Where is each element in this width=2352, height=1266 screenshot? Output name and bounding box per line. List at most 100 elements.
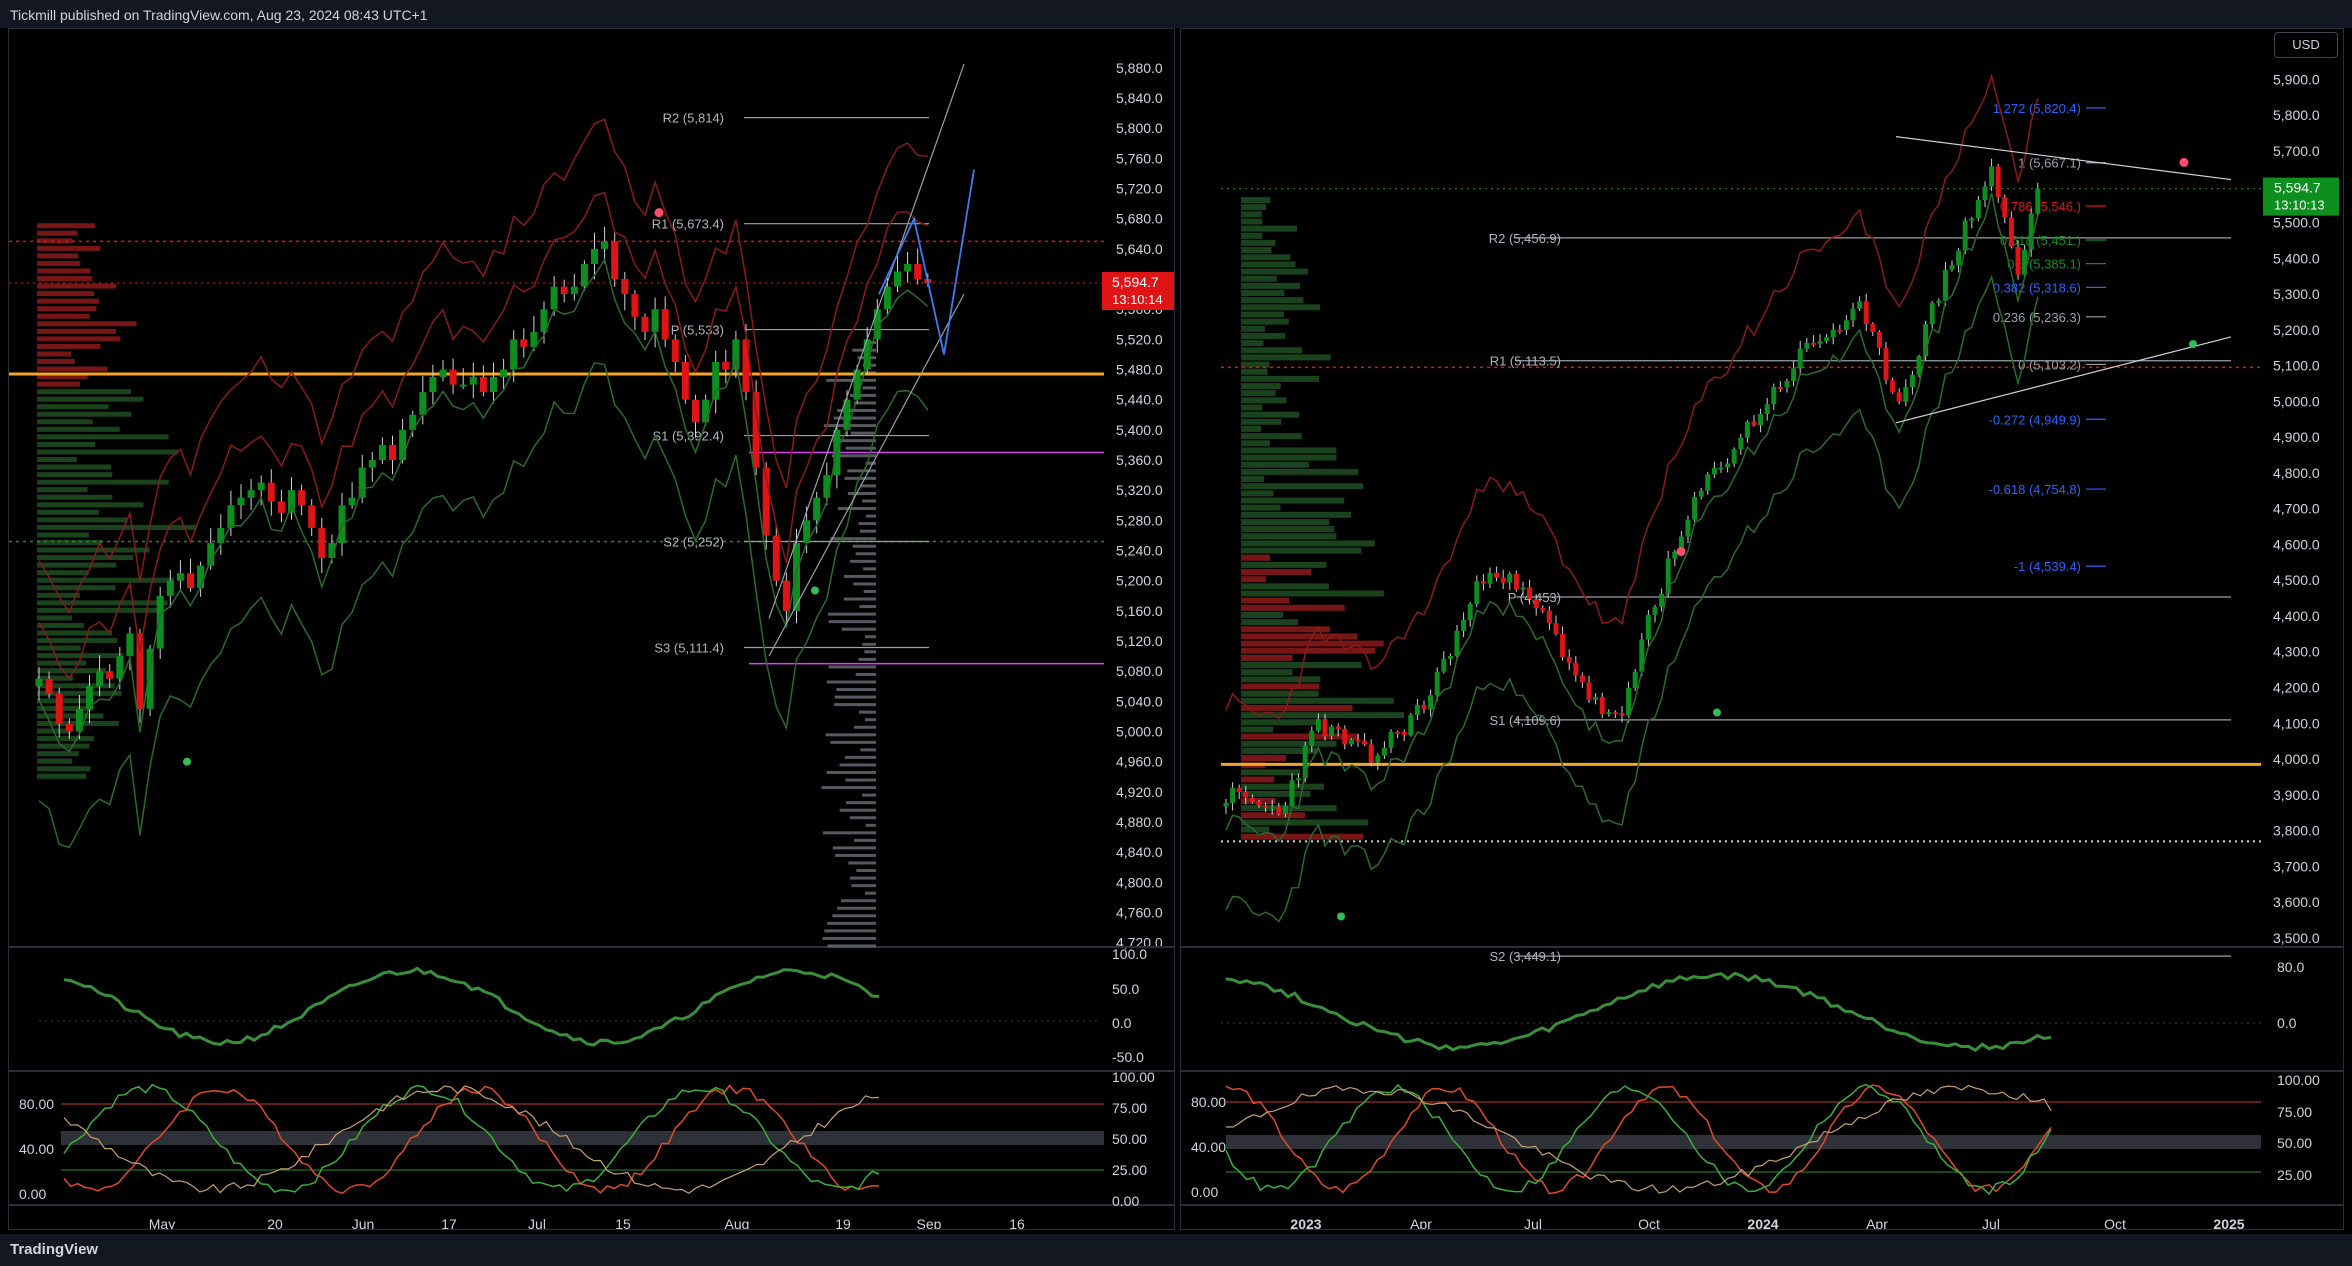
stoch-left-tick-label: 80.00 [1191, 1094, 1226, 1110]
volume-profile-bar-right [854, 725, 876, 729]
volume-profile-bar [37, 758, 73, 764]
candle-body [1956, 250, 1962, 266]
volume-profile-bar [1241, 390, 1276, 397]
volume-profile-bar-right [845, 778, 876, 782]
volume-profile-bar [37, 630, 113, 636]
stoch-k [1225, 1084, 2052, 1195]
volume-profile-bar [1241, 633, 1358, 640]
countdown-label: 13:10:14 [1112, 292, 1163, 307]
volume-profile-bar [1241, 604, 1345, 611]
y-tick-label: 5,900.0 [2273, 71, 2320, 87]
x-tick-label: Jul [528, 1216, 546, 1230]
candle-body [1309, 730, 1315, 746]
candle-body [641, 316, 649, 332]
candle-body [328, 542, 336, 559]
candle-body [469, 377, 477, 385]
candle-body [1619, 713, 1625, 716]
volume-profile-bar [37, 705, 94, 711]
volume-profile-bar [1241, 425, 1262, 432]
volume-profile-bar [37, 238, 73, 244]
candle-body [490, 377, 497, 393]
volume-profile-bar-right [827, 921, 876, 925]
triangle-lower [1895, 336, 2232, 424]
volume-profile-bar [1241, 619, 1298, 626]
candle-body [1797, 348, 1803, 369]
candle-body [732, 339, 740, 370]
volume-profile-bar-right [865, 461, 876, 465]
fractal-dot [2189, 340, 2197, 349]
candle-body [2022, 249, 2028, 275]
candle-body [1342, 728, 1348, 745]
volume-profile-bar [1241, 826, 1270, 833]
volume-profile-bar [1241, 769, 1301, 776]
pivot-label: S2 (5,252) [663, 534, 724, 549]
candle-body [1777, 386, 1783, 389]
volume-profile-bar [37, 645, 81, 651]
candle-body [1302, 745, 1308, 779]
currency-selector[interactable]: USD [2274, 32, 2338, 58]
y-tick-label: 4,760.0 [1116, 905, 1163, 921]
volume-profile-bar-right [849, 876, 876, 880]
candle-body [1870, 324, 1876, 332]
volume-profile-bar [1241, 783, 1324, 790]
candle-body [1698, 490, 1704, 497]
candle-body [530, 331, 538, 347]
left-chart-panel[interactable]: 5,880.0 5,840.0 5,800.0 5,760.0 5,720.0 5,680… [8, 28, 1175, 1230]
fib-label: -1 (4,539.4) [2014, 559, 2081, 574]
volume-profile-bar [37, 690, 122, 696]
last-price-label: 5,594.7 [1112, 274, 1159, 290]
candle-body [1804, 342, 1810, 349]
candle-body [1685, 519, 1691, 537]
volume-profile-bar [37, 494, 113, 500]
candle-body [914, 263, 922, 280]
y-tick-label: 5,200.0 [2273, 322, 2320, 338]
volume-profile-bar-right [832, 914, 876, 918]
right-chart-panel[interactable]: 5,900.05,800.05,700.05,600.05,500.05,400… [1180, 28, 2344, 1230]
candle-body [1876, 331, 1882, 348]
candle-body [106, 671, 114, 679]
volume-profile-bar [37, 524, 197, 530]
x-tick-label: 17 [441, 1216, 457, 1230]
candle-body [1718, 467, 1724, 470]
candle-body [1817, 341, 1823, 344]
rsi-line [1225, 971, 2052, 1053]
candle-body [55, 693, 63, 724]
fib-label: 0.786 (5,546.) [2000, 199, 2081, 214]
candle-body [1395, 731, 1401, 734]
x-tick-label: Jul [1982, 1216, 2000, 1230]
volume-profile-bar [1241, 554, 1271, 561]
candle-body [298, 490, 306, 506]
fib-label: 1.272 (5,820.4) [1993, 101, 2081, 116]
volume-profile-bar-right [855, 672, 876, 676]
volume-profile-bar [1241, 311, 1285, 318]
candle-body [1269, 806, 1275, 809]
volume-profile-bar-right [841, 627, 876, 631]
volume-profile-bar [1241, 576, 1266, 583]
volume-profile-bar [1241, 511, 1352, 518]
candle-body [429, 377, 437, 393]
volume-profile-bar [1241, 626, 1330, 633]
fib-label: 0 (5,103.2) [2018, 357, 2081, 372]
candle-body [1520, 587, 1526, 590]
volume-profile-bar [1241, 704, 1353, 711]
left-chart-svg[interactable]: 5,880.0 5,840.0 5,800.0 5,760.0 5,720.0 5,680… [9, 29, 1175, 1230]
y-tick-label: 5,800.0 [2273, 107, 2320, 123]
y-tick-label: 5,840.0 [1116, 90, 1163, 106]
fractal-dot [1676, 547, 1686, 557]
volume-profile-bar-right [837, 409, 876, 412]
volume-profile-bar-right [843, 597, 876, 601]
candle-body [1454, 630, 1460, 657]
volume-profile-bar-right [835, 853, 876, 857]
y-tick-label: 3,900.0 [2273, 787, 2320, 803]
candle-body [1507, 573, 1513, 583]
volume-profile-bar [37, 276, 93, 282]
candle-body [1368, 744, 1374, 763]
volume-profile-bar [1241, 611, 1284, 618]
candle-body [247, 490, 255, 498]
candle-body [1593, 697, 1599, 700]
right-chart-svg[interactable]: 5,900.05,800.05,700.05,600.05,500.05,400… [1181, 29, 2344, 1230]
pivot-label: P (5,533) [671, 323, 724, 338]
x-tick-label: 15 [615, 1216, 631, 1230]
candle-body [65, 723, 73, 732]
volume-profile-bar [1241, 247, 1272, 254]
